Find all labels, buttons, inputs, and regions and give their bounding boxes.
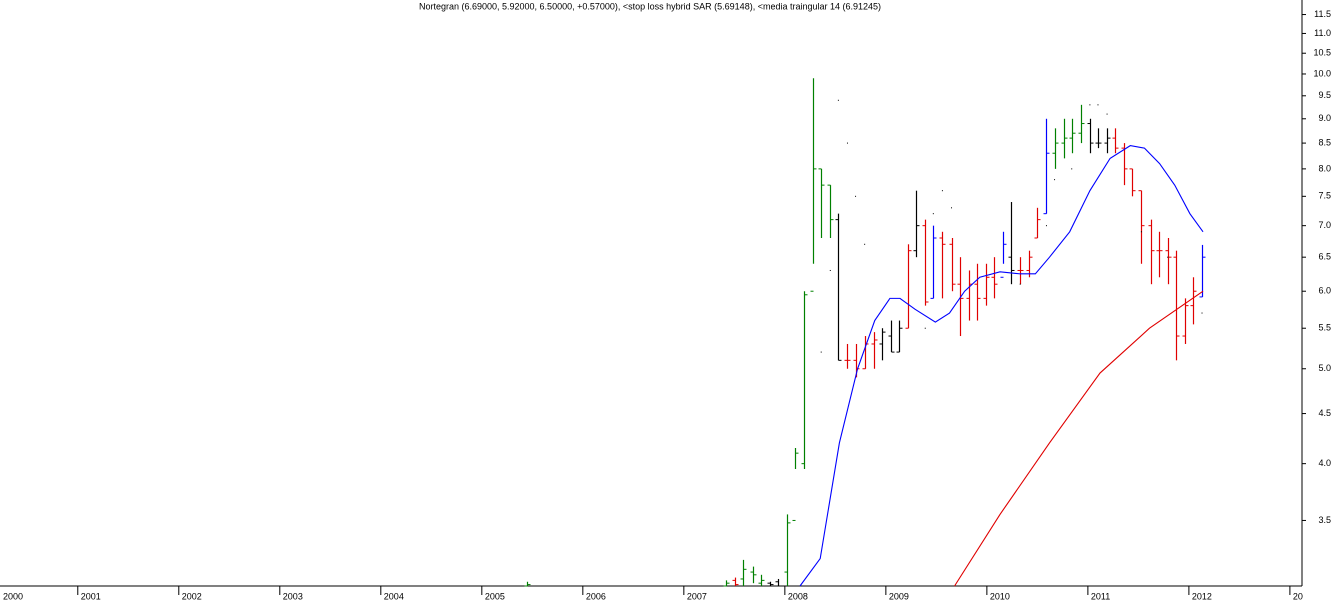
sar-dot: [951, 207, 953, 209]
sar-dot: [1097, 104, 1099, 106]
sar-dot: [1089, 104, 1091, 106]
y-tick-label: 4.0: [1318, 458, 1331, 468]
sar-dot: [1054, 179, 1056, 181]
sar-dot: [855, 195, 857, 197]
y-tick-label: 11.0: [1314, 28, 1331, 38]
x-tick-label: 2001: [81, 591, 101, 601]
y-tick-label: 5.0: [1318, 363, 1331, 373]
sar-dot: [1201, 312, 1203, 314]
sar-dot: [1106, 113, 1108, 115]
x-tick-label: 2007: [687, 591, 707, 601]
y-tick-label: 10.5: [1313, 48, 1331, 58]
sar-dot: [1140, 231, 1142, 233]
sar-dot: [932, 213, 934, 215]
x-tick-label: 20: [1293, 591, 1303, 601]
chart-title: Nortegran (6.69000, 5.92000, 6.50000, +0…: [419, 1, 881, 11]
y-tick-label: 6.0: [1318, 286, 1331, 296]
sar-dot: [1071, 168, 1073, 170]
sar-dot: [846, 142, 848, 144]
y-tick-label: 8.0: [1318, 163, 1331, 173]
sar-dot: [820, 351, 822, 353]
y-tick-label: 10.0: [1313, 68, 1331, 78]
y-tick-label: 5.5: [1318, 323, 1331, 333]
y-tick-label: 9.0: [1318, 113, 1331, 123]
y-tick-label: 7.0: [1318, 220, 1331, 230]
x-tick-label: 2010: [990, 591, 1010, 601]
x-tick-label: 2006: [586, 591, 606, 601]
indicator-line: [954, 290, 1204, 587]
sar-dot: [1045, 225, 1047, 227]
sar-dot: [837, 99, 839, 101]
y-tick-label: 6.5: [1318, 252, 1331, 262]
sar-dot: [941, 190, 943, 192]
x-tick-label: 2009: [889, 591, 909, 601]
x-tick-label: 2002: [182, 591, 202, 601]
y-tick-label: 8.5: [1318, 137, 1331, 147]
x-tick-label: 2003: [283, 591, 303, 601]
sar-dot: [1019, 283, 1021, 285]
x-tick-label: 2004: [384, 591, 404, 601]
y-tick-label: 11.5: [1314, 9, 1331, 19]
x-tick-label: 2008: [788, 591, 808, 601]
x-tick-label: 2005: [485, 591, 505, 601]
sar-dot: [1167, 256, 1169, 258]
indicator-line: [799, 145, 1204, 587]
y-tick-label: 4.5: [1318, 408, 1331, 418]
sar-dot: [864, 243, 866, 245]
y-tick-label: 7.5: [1318, 191, 1331, 201]
y-tick-label: 9.5: [1318, 90, 1331, 100]
y-tick-label: 3.5: [1318, 515, 1331, 525]
x-tick-label: 2011: [1091, 591, 1110, 601]
sar-dot: [829, 269, 831, 271]
x-tick-label: 2000: [3, 591, 23, 601]
sar-dot: [924, 327, 926, 329]
x-tick-label: 2012: [1192, 591, 1212, 601]
